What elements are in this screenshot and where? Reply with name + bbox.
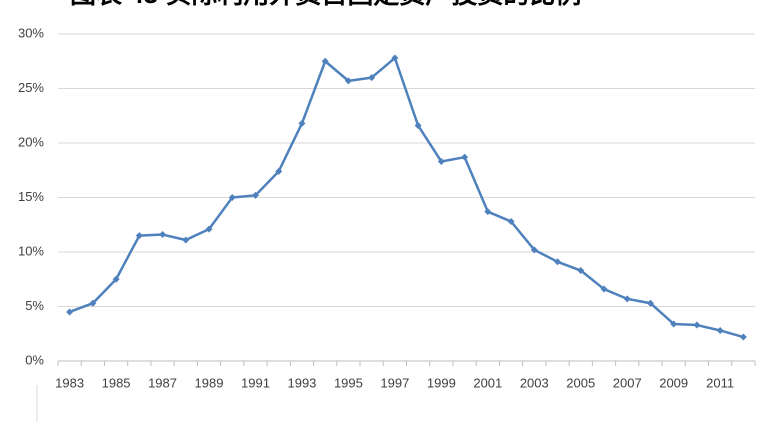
point-marker <box>530 246 538 254</box>
x-tick-label: 1989 <box>195 375 224 390</box>
point-marker <box>89 299 97 307</box>
point-marker <box>577 267 585 275</box>
x-tick-label: 2009 <box>659 375 688 390</box>
point-marker <box>646 299 654 307</box>
point-marker <box>600 285 608 293</box>
point-marker <box>484 208 492 216</box>
y-tick-label: 5% <box>25 298 44 313</box>
y-tick-label: 20% <box>18 134 44 149</box>
point-marker <box>623 295 631 303</box>
x-tick-label: 1991 <box>241 375 270 390</box>
x-tick-label: 1993 <box>287 375 316 390</box>
chart-title: 图表 43 实际利用外资占固定资产投资的比例 <box>70 0 581 9</box>
x-tick-label: 2007 <box>613 375 642 390</box>
x-tick-label: 1997 <box>380 375 409 390</box>
point-marker <box>135 232 143 240</box>
point-marker <box>228 194 236 201</box>
x-tick-label: 2005 <box>566 375 595 390</box>
point-marker <box>321 57 329 65</box>
x-tick-label: 1995 <box>334 375 363 390</box>
point-marker <box>739 333 747 341</box>
y-tick-label: 15% <box>18 189 44 204</box>
point-marker <box>554 258 562 266</box>
point-marker <box>205 225 213 233</box>
point-marker <box>461 153 469 161</box>
point-marker <box>298 119 306 127</box>
x-tick-label: 1985 <box>102 375 131 390</box>
x-tick-label: 2011 <box>706 375 734 390</box>
y-tick-label: 30% <box>18 25 44 40</box>
x-tick-label: 1999 <box>427 375 456 390</box>
point-marker <box>693 321 701 329</box>
point-marker <box>66 308 74 316</box>
x-tick-label: 2001 <box>473 375 502 390</box>
y-tick-label: 0% <box>25 352 44 367</box>
y-tick-label: 25% <box>18 80 44 95</box>
point-marker <box>344 77 352 85</box>
series-line <box>69 56 744 339</box>
point-marker <box>251 191 259 199</box>
x-tick-label: 1987 <box>148 375 177 390</box>
x-tick-label: 1983 <box>55 375 84 390</box>
x-tick-label: 2003 <box>520 375 549 390</box>
point-marker <box>670 320 678 328</box>
point-marker <box>414 122 422 130</box>
point-marker <box>182 236 190 244</box>
point-marker <box>507 217 515 225</box>
point-marker <box>716 326 724 334</box>
point-marker <box>368 74 376 82</box>
point-marker <box>275 167 283 175</box>
point-marker <box>391 54 399 62</box>
y-tick-label: 10% <box>18 243 44 258</box>
point-marker <box>112 275 120 283</box>
point-marker <box>437 158 445 166</box>
point-marker <box>159 231 167 239</box>
